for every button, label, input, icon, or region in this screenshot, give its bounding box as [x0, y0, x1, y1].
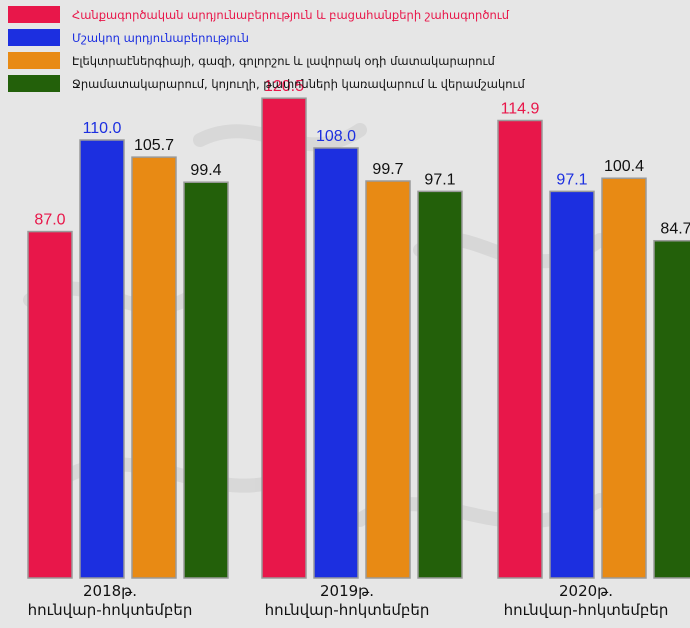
category-label-2019: 2019թ. հունվար-հոկտեմբեր [247, 582, 447, 620]
value-label-electricity-2019: 99.7 [372, 161, 403, 178]
value-label-water-supply-2019: 97.1 [424, 171, 455, 188]
legend-item-water-supply: Ջրամատակարարում, կոյուղի, թափոնների կառա… [8, 73, 608, 94]
legend-swatch-mining [8, 6, 60, 23]
category-period-2020: հունվար-հոկտեմբեր [503, 601, 669, 619]
bar-electricity-2018 [131, 156, 177, 579]
bar-manufacturing-2020 [549, 190, 595, 579]
bar-manufacturing-2018 [79, 139, 125, 579]
legend-label-water-supply: Ջրամատակարարում, կոյուղի, թափոնների կառա… [72, 76, 525, 91]
value-label-manufacturing-2018: 110.0 [83, 120, 122, 137]
value-label-water-supply-2018: 99.4 [190, 162, 221, 179]
bar-mining-2018 [27, 230, 73, 579]
value-label-manufacturing-2019: 108.0 [316, 128, 356, 145]
legend: Հանքագործական արդյունաբերություն և բացահ… [8, 4, 608, 96]
value-label-mining-2020: 114.9 [501, 100, 540, 117]
bar-water-supply-2020 [653, 239, 690, 579]
value-labels-layer: 87.0 120.5 114.9 110.0 108.0 97.1 105.7 99.7 100… [34, 78, 690, 238]
category-year-2018: 2018թ. [82, 582, 138, 600]
bar-manufacturing-2019 [313, 147, 359, 579]
bar-mining-2020 [497, 119, 543, 579]
legend-item-mining: Հանքագործական արդյունաբերություն և բացահ… [8, 4, 608, 25]
category-year-2019: 2019թ. [319, 582, 375, 600]
legend-label-electricity: Էլեկտրաէներգիայի, գազի, գոլորշու և լավոր… [72, 53, 495, 68]
bar-mining-2019 [261, 97, 307, 579]
legend-swatch-manufacturing [8, 29, 60, 46]
category-label-2018: 2018թ. հունվար-հոկտեմբեր [10, 582, 210, 620]
category-label-2020: 2020թ. հունվար-հոկտեմբեր [486, 582, 686, 620]
legend-item-electricity: Էլեկտրաէներգիայի, գազի, գոլորշու և լավոր… [8, 50, 608, 71]
legend-swatch-water-supply [8, 75, 60, 92]
legend-swatch-electricity [8, 52, 60, 69]
value-label-mining-2019: 120.5 [264, 78, 304, 95]
bar-electricity-2019 [365, 180, 411, 579]
category-period-2018: հունվար-հոկտեմբեր [27, 601, 193, 619]
bar-water-supply-2019 [417, 190, 463, 579]
bars-layer [27, 97, 690, 579]
legend-label-mining: Հանքագործական արդյունաբերություն և բացահ… [72, 7, 510, 22]
legend-label-manufacturing: Մշակող արդյունաբերություն [72, 30, 249, 45]
value-label-manufacturing-2020: 97.1 [556, 171, 587, 188]
legend-item-manufacturing: Մշակող արդյունաբերություն [8, 27, 608, 48]
bar-water-supply-2018 [183, 181, 229, 579]
bar-electricity-2020 [601, 177, 647, 579]
category-year-2020: 2020թ. [558, 582, 614, 600]
category-period-2019: հունվար-հոկտեմբեր [264, 601, 430, 619]
value-label-water-supply-2020: 84.7 [660, 221, 690, 238]
value-label-electricity-2018: 105.7 [134, 137, 174, 154]
value-label-electricity-2020: 100.4 [604, 158, 644, 175]
value-label-mining-2018: 87.0 [34, 212, 65, 229]
